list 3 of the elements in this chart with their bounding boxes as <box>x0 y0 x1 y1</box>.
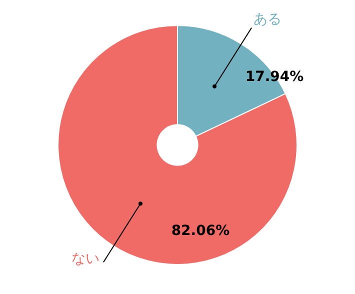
data-label: 82.06% <box>171 223 230 240</box>
slice-label: ある <box>254 11 282 28</box>
slice-label: ない <box>71 250 100 267</box>
